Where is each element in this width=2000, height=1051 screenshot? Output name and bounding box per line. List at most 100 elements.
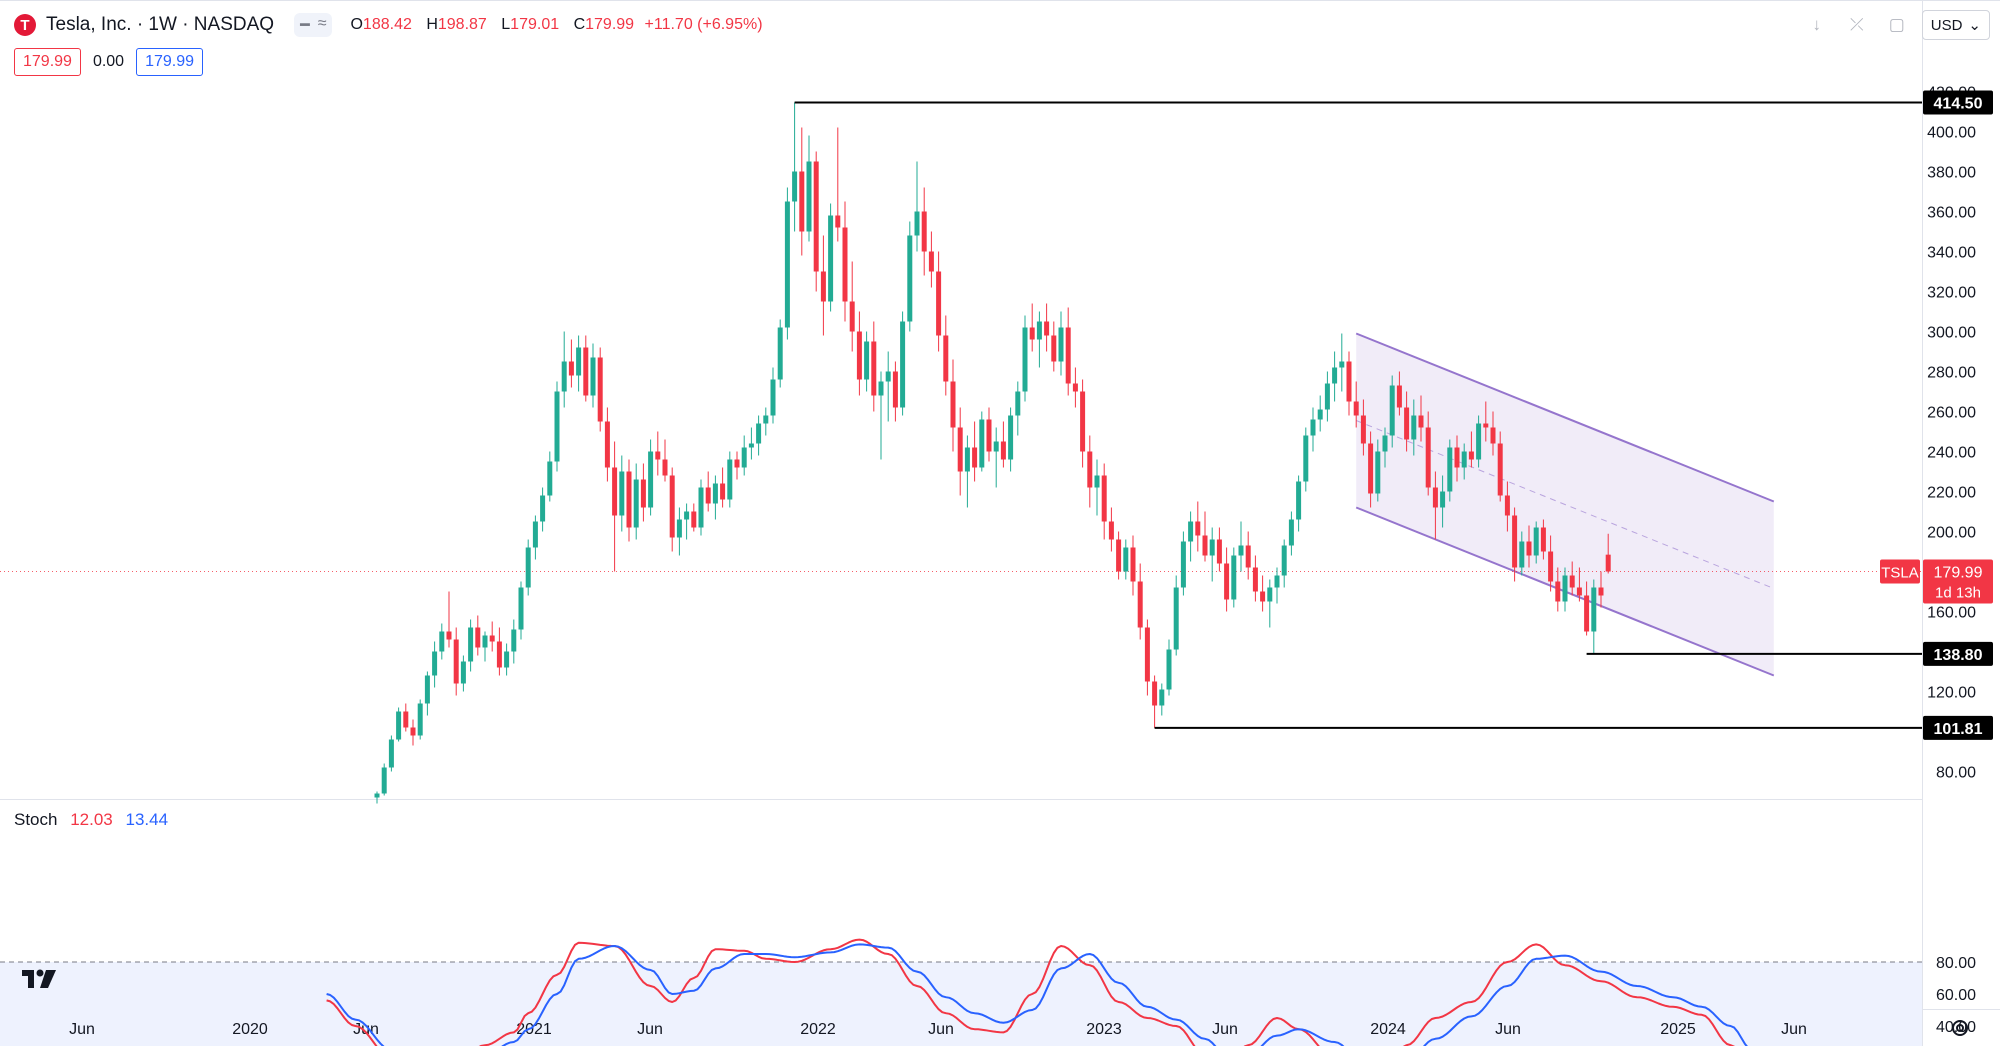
candle-down[interactable] — [1504, 481, 1510, 532]
gear-icon[interactable] — [1948, 1016, 1972, 1040]
candle-down[interactable] — [496, 627, 502, 676]
maximize-icon[interactable]: ▢ — [1888, 15, 1905, 34]
candle-up[interactable] — [1188, 511, 1194, 562]
candle-up[interactable] — [792, 102, 798, 232]
candle-down[interactable] — [1051, 321, 1057, 372]
candle-up[interactable] — [1173, 575, 1179, 656]
candle-down[interactable] — [1260, 575, 1266, 612]
candle-down[interactable] — [705, 471, 711, 512]
hide-legend-icon[interactable]: ━ — [300, 17, 310, 34]
candle-up[interactable] — [1288, 511, 1294, 556]
candle-down[interactable] — [1432, 471, 1438, 540]
candle-up[interactable] — [619, 455, 625, 532]
candle-down[interactable] — [403, 703, 409, 732]
candle-up[interactable] — [1476, 415, 1482, 468]
candle-down[interactable] — [950, 359, 956, 452]
candle-up[interactable] — [525, 539, 531, 596]
stoch-title[interactable]: Stoch — [14, 810, 58, 829]
candle-down[interactable] — [446, 591, 452, 648]
candle-up[interactable] — [1324, 371, 1330, 422]
sell-price-button[interactable]: 179.99 — [14, 48, 81, 76]
candle-up[interactable] — [993, 427, 999, 488]
candle-down[interactable] — [1245, 531, 1251, 580]
candle-up[interactable] — [1310, 407, 1316, 452]
candle-up[interactable] — [1274, 567, 1280, 604]
candle-up[interactable] — [460, 655, 466, 692]
candle-up[interactable] — [1339, 333, 1345, 392]
candle-up[interactable] — [1389, 375, 1395, 448]
candle-down[interactable] — [662, 439, 668, 482]
candle-down[interactable] — [1497, 431, 1503, 502]
candle-up[interactable] — [439, 623, 445, 660]
currency-select[interactable]: USD ⌄ — [1921, 10, 1990, 40]
candle-up[interactable] — [1159, 683, 1165, 716]
candle-down[interactable] — [936, 251, 942, 352]
candle-down[interactable] — [921, 187, 927, 276]
candle-down[interactable] — [475, 615, 481, 656]
candle-down[interactable] — [1080, 379, 1086, 468]
candle-down[interactable] — [669, 467, 675, 552]
arrow-down-icon[interactable]: ↓ — [1812, 15, 1822, 34]
candle-up[interactable] — [864, 331, 870, 392]
candle-down[interactable] — [1454, 435, 1460, 482]
candle-down[interactable] — [734, 451, 740, 480]
candle-down[interactable] — [640, 463, 646, 522]
candle-up[interactable] — [727, 451, 733, 508]
candle-up[interactable] — [561, 331, 567, 408]
candle-down[interactable] — [1526, 525, 1532, 568]
candle-up[interactable] — [1332, 351, 1338, 402]
candle-down[interactable] — [1555, 567, 1561, 612]
candle-up[interactable] — [1411, 399, 1417, 456]
candle-down[interactable] — [1108, 507, 1114, 552]
candle-up[interactable] — [432, 641, 438, 688]
candle-up[interactable] — [1461, 443, 1467, 480]
candle-up[interactable] — [532, 515, 538, 560]
candle-up[interactable] — [698, 479, 704, 536]
candle-down[interactable] — [842, 201, 848, 322]
candle-down[interactable] — [1202, 511, 1208, 562]
candle-down[interactable] — [1598, 571, 1604, 608]
candle-down[interactable] — [871, 321, 877, 412]
candle-down[interactable] — [1144, 619, 1150, 696]
candle-down[interactable] — [1044, 303, 1050, 352]
candle-down[interactable] — [604, 407, 610, 482]
candle-up[interactable] — [1180, 531, 1186, 596]
candle-up[interactable] — [806, 135, 812, 242]
candle-down[interactable] — [928, 231, 934, 288]
candle-up[interactable] — [712, 475, 718, 520]
candle-down[interactable] — [1360, 399, 1366, 456]
symbol-title[interactable]: Tesla, Inc. · 1W · NASDAQ — [46, 14, 275, 35]
candle-down[interactable] — [626, 459, 632, 542]
candle-up[interactable] — [828, 203, 834, 312]
candle-down[interactable] — [835, 127, 841, 242]
candle-up[interactable] — [511, 619, 517, 664]
candle-up[interactable] — [1317, 395, 1323, 432]
candle-down[interactable] — [1195, 501, 1201, 552]
candle-down[interactable] — [1072, 367, 1078, 408]
candle-up[interactable] — [1209, 527, 1215, 582]
candle-up[interactable] — [878, 371, 884, 460]
candle-up[interactable] — [540, 487, 546, 532]
candle-up[interactable] — [1281, 539, 1287, 588]
candle-up[interactable] — [396, 707, 402, 742]
candle-down[interactable] — [986, 407, 992, 462]
candle-down[interactable] — [691, 503, 697, 532]
candle-up[interactable] — [1303, 427, 1309, 492]
candle-down[interactable] — [1346, 351, 1352, 416]
candle-up[interactable] — [748, 427, 754, 460]
candle-up[interactable] — [1094, 459, 1100, 516]
candle-up[interactable] — [777, 319, 783, 388]
candle-down[interactable] — [1584, 581, 1590, 636]
candle-down[interactable] — [856, 311, 862, 396]
stoch-k-line[interactable] — [326, 938, 1774, 1051]
candle-down[interactable] — [1548, 535, 1554, 592]
candle-down[interactable] — [849, 261, 855, 352]
candle-down[interactable] — [612, 441, 618, 572]
candle-up[interactable] — [1296, 475, 1302, 532]
collapse-icon[interactable]: ⤫ — [1849, 15, 1864, 34]
candle-up[interactable] — [1440, 475, 1446, 528]
candle-down[interactable] — [453, 627, 459, 696]
candle-down[interactable] — [1101, 463, 1107, 540]
candle-up[interactable] — [1015, 381, 1021, 436]
